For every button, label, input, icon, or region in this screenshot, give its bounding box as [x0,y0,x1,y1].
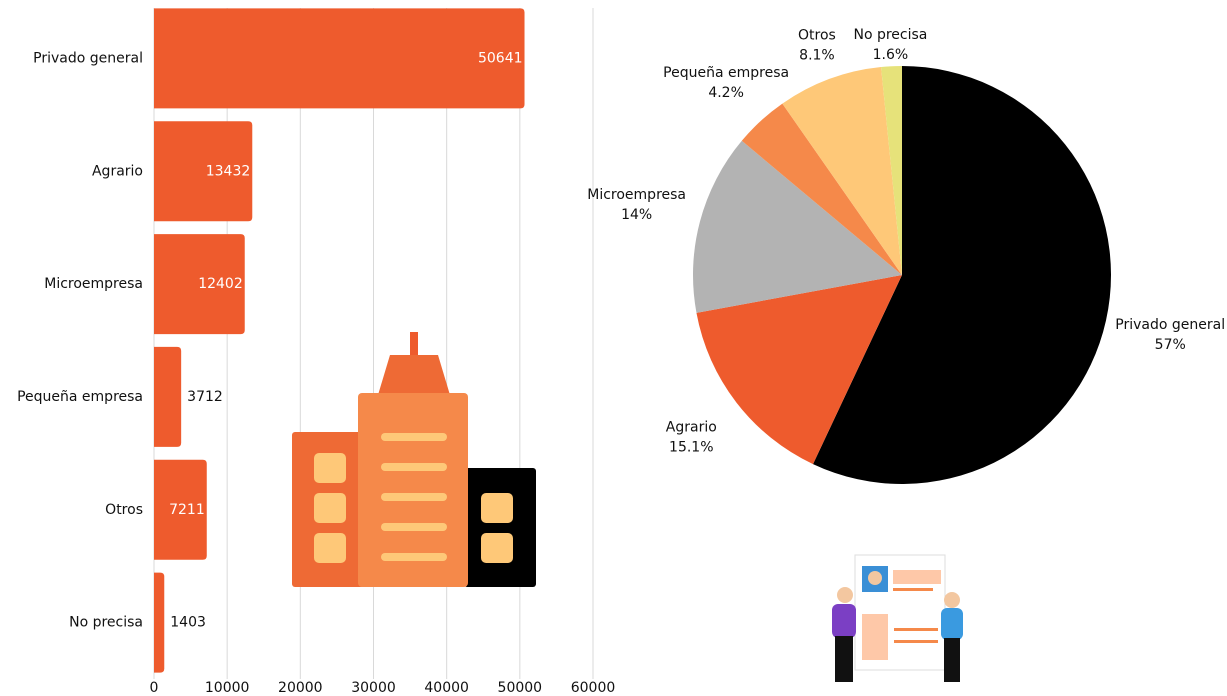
pie-slice [693,140,902,313]
data-label: 50641 [478,50,523,66]
slice-label: No precisa [853,27,927,43]
x-tick-label: 30000 [351,680,396,696]
data-label: 13432 [206,163,251,179]
bar [154,346,182,447]
pie-slice [881,66,902,275]
x-tick-label: 0 [150,680,159,696]
building-illustration [292,332,536,587]
slice-value: 57% [1155,337,1186,353]
slice-label: Agrario [666,419,717,435]
x-tick-label: 20000 [278,680,323,696]
bar [154,459,207,560]
bar [154,572,165,673]
y-tick-label: Privado general [33,50,143,66]
y-tick-label: Pequeña empresa [17,389,143,405]
bar [154,234,245,335]
x-tick-label: 50000 [498,680,543,696]
pie-slice [813,66,1112,485]
slice-value: 15.1% [669,439,713,455]
pie-slice [741,103,902,276]
slice-value: 4.2% [708,85,744,101]
slice-value: 14% [621,207,652,223]
x-tick-label: 10000 [205,680,250,696]
slice-label: Microempresa [587,187,686,203]
y-tick-label: No precisa [69,615,143,631]
x-tick-label: 60000 [571,680,616,696]
data-label: 12402 [198,276,243,292]
pie-slice [696,275,902,465]
y-tick-label: Agrario [92,163,143,179]
x-tick-label: 40000 [424,680,469,696]
bar [154,121,253,222]
grid [153,8,594,679]
bar [154,8,525,109]
y-tick-label: Microempresa [44,276,143,292]
y-tick-label: Otros [105,502,143,518]
slice-label: Privado general [1115,317,1225,333]
slice-value: 1.6% [873,47,909,63]
pie-slice [782,67,902,275]
slice-label: Pequeña empresa [663,65,789,81]
data-label: 3712 [187,389,223,405]
people-illustration [832,554,963,682]
data-label: 1403 [170,615,206,631]
slice-label: Otros [798,28,836,44]
data-label: 7211 [169,502,205,518]
slice-value: 8.1% [799,48,835,64]
